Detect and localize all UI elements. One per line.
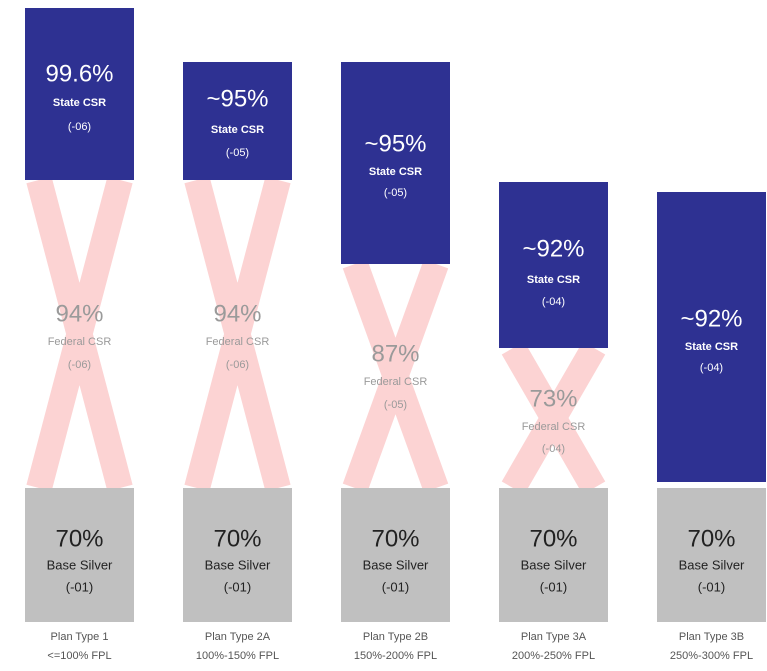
state-name: State CSR <box>685 341 738 353</box>
base-pct: 70% <box>55 525 103 552</box>
plan-label: Plan Type 2A <box>205 631 271 643</box>
plan-label: Plan Type 3A <box>521 631 587 643</box>
fpl-label: <=100% FPL <box>47 650 111 662</box>
fpl-label: 150%-200% FPL <box>354 650 437 662</box>
state-name: State CSR <box>369 166 422 178</box>
base-pct: 70% <box>687 525 735 552</box>
base-pct: 70% <box>529 525 577 552</box>
cross <box>184 180 291 488</box>
state-box <box>183 62 292 180</box>
federal-code: (-05) <box>384 399 407 411</box>
base-name: Base Silver <box>205 557 271 572</box>
plan-label: Plan Type 3B <box>679 631 744 643</box>
state-code: (-04) <box>542 296 565 308</box>
base-code: (-01) <box>540 579 567 594</box>
cross <box>342 264 449 488</box>
cross <box>501 348 606 488</box>
plan-label: Plan Type 1 <box>51 631 109 643</box>
state-box <box>341 62 450 264</box>
cross-line <box>26 180 133 488</box>
state-name: State CSR <box>211 124 264 136</box>
base-box <box>183 488 292 622</box>
base-code: (-01) <box>66 579 93 594</box>
federal-name: Federal CSR <box>364 376 428 388</box>
federal-code: (-06) <box>68 359 91 371</box>
fpl-label: 250%-300% FPL <box>670 650 753 662</box>
state-box <box>25 8 134 180</box>
base-pct: 70% <box>371 525 419 552</box>
cross-line <box>501 348 606 488</box>
federal-pct: 87% <box>371 340 419 367</box>
state-name: State CSR <box>527 274 580 286</box>
base-box <box>341 488 450 622</box>
federal-name: Federal CSR <box>522 421 586 433</box>
base-box <box>25 488 134 622</box>
base-code: (-01) <box>382 579 409 594</box>
federal-code: (-04) <box>542 443 565 455</box>
state-pct: 99.6% <box>45 60 113 87</box>
cross-line <box>342 264 449 488</box>
federal-pct: 94% <box>55 300 103 327</box>
state-name: State CSR <box>53 97 106 109</box>
state-pct: ~92% <box>680 305 742 332</box>
state-pct: ~95% <box>206 85 268 112</box>
base-name: Base Silver <box>47 557 113 572</box>
base-box <box>657 488 766 622</box>
federal-name: Federal CSR <box>206 336 270 348</box>
base-code: (-01) <box>698 579 725 594</box>
state-pct: ~95% <box>364 130 426 157</box>
base-code: (-01) <box>224 579 251 594</box>
base-box <box>499 488 608 622</box>
cross <box>26 180 133 488</box>
federal-pct: 73% <box>529 385 577 412</box>
base-name: Base Silver <box>363 557 429 572</box>
state-pct: ~92% <box>522 235 584 262</box>
federal-name: Federal CSR <box>48 336 112 348</box>
fpl-label: 100%-150% FPL <box>196 650 279 662</box>
federal-code: (-06) <box>226 359 249 371</box>
plan-label: Plan Type 2B <box>363 631 428 643</box>
state-code: (-05) <box>384 187 407 199</box>
state-code: (-04) <box>700 362 723 374</box>
state-box <box>657 192 766 482</box>
state-box <box>499 182 608 348</box>
state-code: (-06) <box>68 121 91 133</box>
base-name: Base Silver <box>521 557 587 572</box>
base-name: Base Silver <box>679 557 745 572</box>
state-code: (-05) <box>226 147 249 159</box>
cross-line <box>184 180 291 488</box>
federal-pct: 94% <box>213 300 261 327</box>
fpl-label: 200%-250% FPL <box>512 650 595 662</box>
base-pct: 70% <box>213 525 261 552</box>
